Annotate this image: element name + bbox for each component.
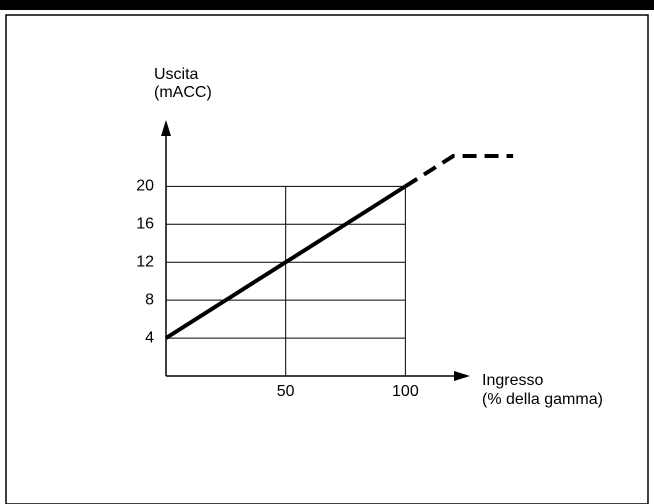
y-tick-label: 16 [136,216,154,233]
x-tick-label: 100 [392,383,419,400]
top-bar [0,0,654,10]
frame [5,14,649,504]
x-axis-title: Ingresso [482,372,543,389]
y-axis-title: Uscita [154,66,199,83]
y-tick-label: 12 [136,253,154,270]
line [164,184,407,340]
x-axis-arrow [454,371,470,381]
y-axis-title: (mACC) [154,84,212,101]
x-tick-label: 50 [277,383,295,400]
y-axis-arrow [161,120,171,136]
line [404,154,514,189]
x-axis-title: (% della gamma) [482,391,603,408]
y-tick-label: 8 [145,291,154,308]
y-tick-label: 4 [145,329,154,346]
y-tick-label: 20 [136,178,154,195]
